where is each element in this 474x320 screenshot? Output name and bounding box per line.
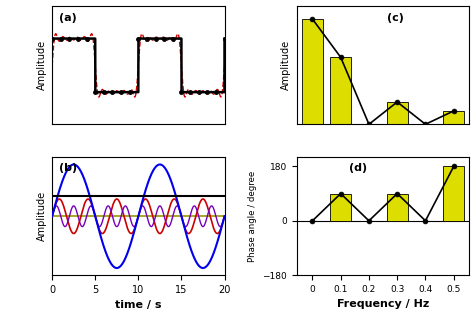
X-axis label: Frequency / Hz: Frequency / Hz [337, 300, 429, 309]
Bar [387, 194, 408, 221]
Bar [330, 57, 351, 124]
Bar [443, 166, 465, 221]
Text: (a): (a) [59, 12, 77, 22]
Bar [302, 19, 323, 124]
Y-axis label: Amplitude: Amplitude [282, 40, 292, 91]
Bar [387, 102, 408, 124]
X-axis label: time / s: time / s [115, 300, 162, 310]
Bar [443, 111, 465, 124]
Text: (d): (d) [348, 164, 367, 173]
Text: (c): (c) [386, 12, 403, 22]
Text: (b): (b) [59, 164, 77, 173]
Y-axis label: Amplitude: Amplitude [36, 40, 46, 91]
Bar [330, 194, 351, 221]
Y-axis label: Phase angle / degree: Phase angle / degree [248, 171, 257, 262]
Y-axis label: Amplitude: Amplitude [36, 191, 46, 241]
